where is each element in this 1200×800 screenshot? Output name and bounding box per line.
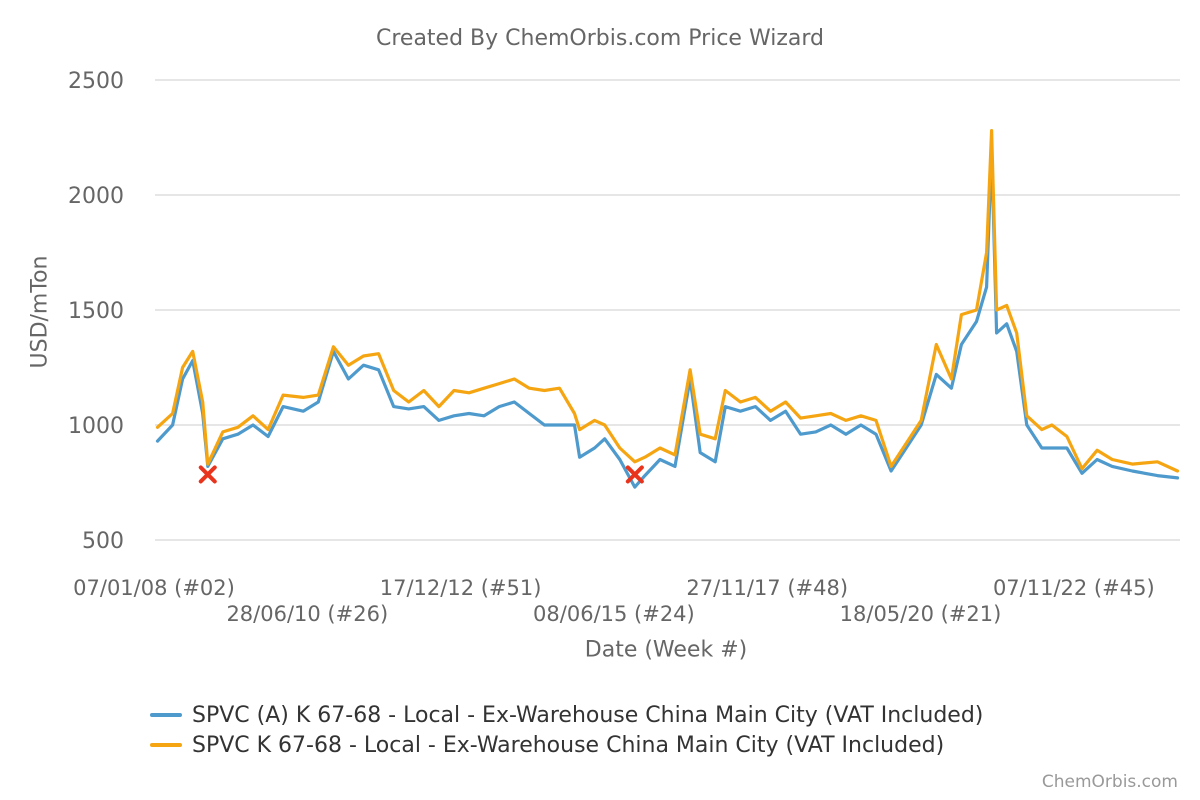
x-tick-label: 27/11/17 (#48) [686,576,848,600]
legend-swatch-blue [150,713,182,717]
x-tick-label: 07/11/22 (#45) [993,576,1155,600]
x-tick-label: 07/01/08 (#02) [73,576,235,600]
legend-item-spvc-a[interactable]: SPVC (A) K 67-68 - Local - Ex-Warehouse … [150,700,983,730]
cross-marker [198,465,217,484]
x-tick-label: 17/12/12 (#51) [380,576,542,600]
x-tick-labels: 07/01/08 (#02)28/06/10 (#26)17/12/12 (#5… [73,576,1155,626]
y-tick-labels: 500 1000 1500 2000 2500 [68,69,124,554]
x-axis-label: Date (Week #) [584,637,748,663]
series-line-spvc-a [155,147,1180,489]
y-tick-label: 1500 [68,299,124,324]
legend: SPVC (A) K 67-68 - Local - Ex-Warehouse … [150,700,983,760]
y-tick-label: 1000 [68,414,124,439]
y-tick-label: 2500 [68,69,124,94]
credit-link[interactable]: ChemOrbis.com [1041,772,1178,792]
series-line-spvc [155,129,1180,473]
y-gridlines [155,79,1180,541]
legend-swatch-orange [150,743,182,747]
legend-label-spvc: SPVC K 67-68 - Local - Ex-Warehouse Chin… [192,732,945,758]
legend-label-spvc-a: SPVC (A) K 67-68 - Local - Ex-Warehouse … [192,702,984,728]
y-axis-label: USD/mTon [27,255,53,369]
x-tick-label: 28/06/10 (#26) [226,602,388,626]
cross-marker [625,465,644,484]
x-tick-label: 08/06/15 (#24) [533,602,695,626]
x-tick-label: 18/05/20 (#21) [840,602,1002,626]
legend-item-spvc[interactable]: SPVC K 67-68 - Local - Ex-Warehouse Chin… [150,730,983,760]
series-lines [155,129,1180,489]
cross-markers [198,465,644,484]
y-tick-label: 500 [82,529,124,554]
y-tick-label: 2000 [68,184,124,209]
chart-title: Created By ChemOrbis.com Price Wizard [375,26,824,51]
